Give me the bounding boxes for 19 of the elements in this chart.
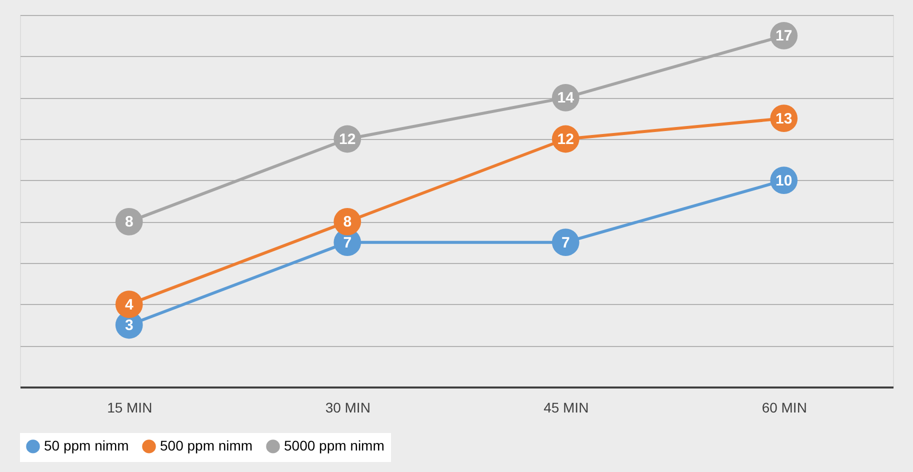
data-label: 17 (776, 28, 792, 45)
data-label: 12 (339, 131, 356, 148)
x-tick-label: 45 MIN (544, 400, 589, 416)
x-tick-label: 30 MIN (325, 400, 370, 416)
x-tick-label: 15 MIN (107, 400, 152, 416)
data-label: 4 (124, 296, 134, 314)
legend-label: 500 ppm nimm (160, 437, 253, 454)
data-label: 14 (557, 90, 575, 107)
x-tick-label: 60 MIN (762, 400, 807, 416)
legend-label: 5000 ppm nimm (284, 437, 384, 454)
data-label: 7 (561, 234, 570, 252)
legend-label: 50 ppm nimm (44, 437, 129, 454)
data-label: 3 (124, 317, 134, 334)
data-label: 12 (557, 131, 574, 148)
data-label: 7 (343, 234, 352, 252)
data-label: 8 (343, 214, 352, 231)
data-label: 13 (776, 110, 792, 128)
data-label: 8 (124, 214, 134, 231)
data-label: 10 (776, 172, 792, 190)
